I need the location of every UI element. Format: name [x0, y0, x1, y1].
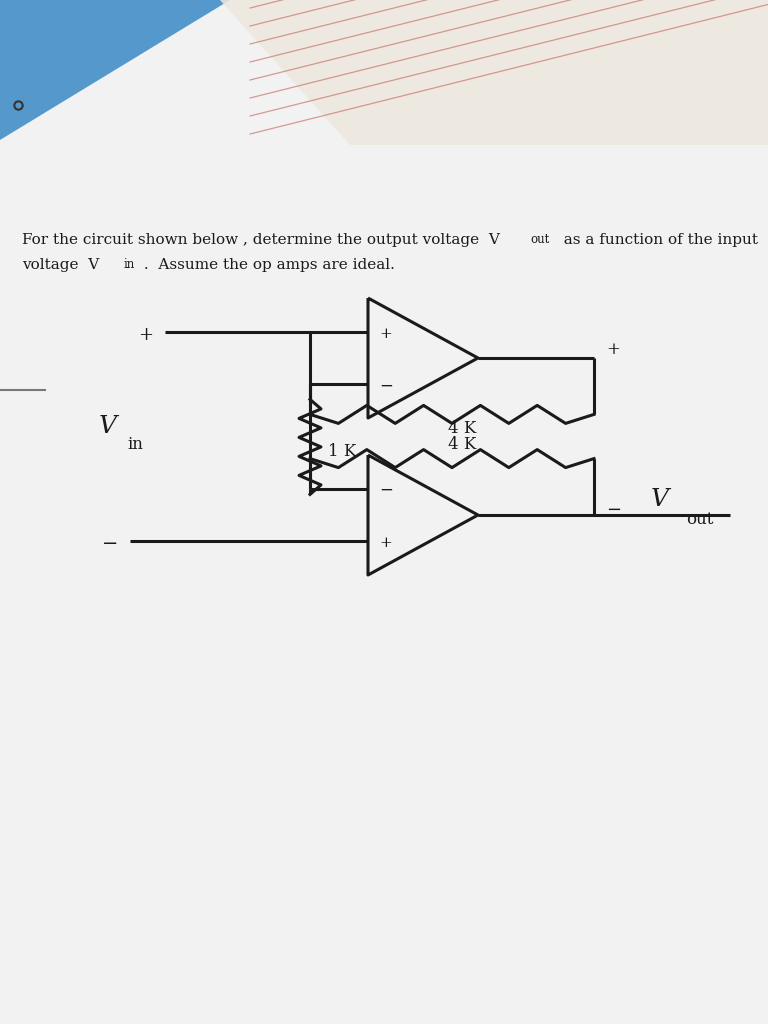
Text: +: + — [138, 326, 153, 344]
Text: 4 K: 4 K — [448, 420, 476, 436]
Text: −: − — [379, 378, 393, 395]
Text: −: − — [606, 501, 621, 519]
Text: +: + — [379, 537, 392, 551]
Text: 4 K: 4 K — [448, 436, 476, 454]
Text: in: in — [127, 436, 143, 453]
Text: in: in — [124, 258, 135, 271]
Text: V: V — [651, 488, 669, 512]
Text: +: + — [606, 341, 620, 358]
Text: V: V — [99, 415, 117, 438]
Text: −: − — [379, 482, 393, 499]
Polygon shape — [220, 0, 768, 145]
Text: out: out — [687, 512, 713, 528]
Text: For the circuit shown below , determine the output voltage  V: For the circuit shown below , determine … — [22, 233, 500, 247]
Text: as a function of the input: as a function of the input — [554, 233, 758, 247]
Text: voltage  V: voltage V — [22, 258, 99, 272]
Polygon shape — [0, 0, 230, 140]
Text: out: out — [530, 233, 549, 246]
Text: 1 K: 1 K — [328, 443, 356, 461]
Text: −: − — [101, 536, 118, 553]
Text: +: + — [379, 327, 392, 341]
Text: .  Assume the op amps are ideal.: . Assume the op amps are ideal. — [139, 258, 395, 272]
